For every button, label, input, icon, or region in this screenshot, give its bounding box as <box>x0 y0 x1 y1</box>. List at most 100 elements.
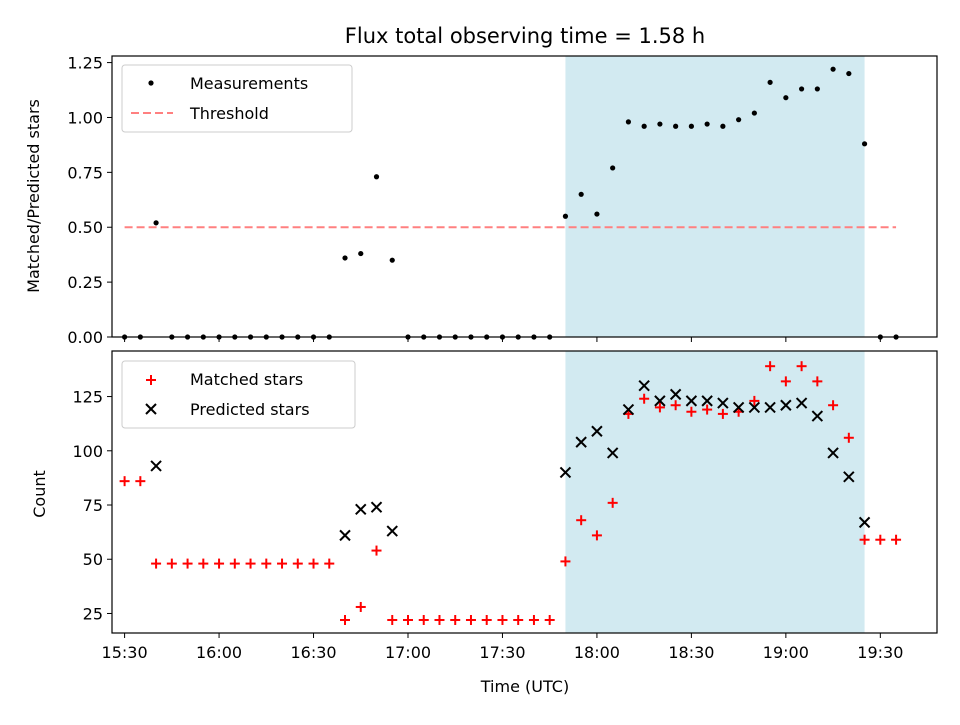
measurement-point <box>688 123 694 129</box>
top-y-axis-label: Matched/Predicted stars <box>24 99 43 293</box>
matched-point <box>544 614 555 625</box>
matched-point <box>450 614 461 625</box>
matched-point <box>355 601 366 612</box>
matched-point <box>765 361 776 372</box>
predicted-point <box>669 388 682 401</box>
matched-point <box>371 545 382 556</box>
matched-point <box>324 558 335 569</box>
matched-point <box>686 406 697 417</box>
top-panel: Flux total observing time = 1.58 h 0.00 0… <box>24 24 938 347</box>
matched-point <box>277 558 288 569</box>
predicted-point <box>764 401 776 414</box>
bottom-y-tick-label: 125 <box>72 388 103 407</box>
matched-point <box>607 497 618 508</box>
matched-point <box>639 393 650 404</box>
measurement-point <box>814 86 820 92</box>
measurement-point <box>767 79 773 85</box>
matched-point <box>796 361 807 372</box>
measurement-point <box>798 86 805 92</box>
measurement-point <box>673 123 679 129</box>
predicted-point <box>654 395 666 407</box>
predicted-point <box>591 425 603 437</box>
predicted-point <box>622 403 635 416</box>
matched-point <box>780 376 791 387</box>
matched-point <box>749 395 760 406</box>
bottom-y-axis-label: Count <box>30 470 49 518</box>
bottom-axes-frame <box>111 350 938 634</box>
x-tick-label: 15:30 <box>102 643 148 662</box>
matched-point <box>308 558 319 569</box>
matched-point <box>702 404 713 415</box>
predicted-point <box>748 401 761 414</box>
matched-point <box>481 614 492 625</box>
measurement-point <box>358 250 364 257</box>
predicted-point <box>732 401 745 414</box>
x-tick-label: 18:00 <box>574 643 620 662</box>
measurement-point <box>389 257 395 263</box>
matched-point <box>891 534 902 545</box>
matched-point <box>434 614 445 625</box>
x-tick-label: 19:30 <box>857 643 903 662</box>
top-axes-frame <box>111 55 938 338</box>
matched-point <box>828 400 839 411</box>
top-y-tick-label: 0.50 <box>67 218 103 237</box>
top-y-tick-label: 0.25 <box>67 273 103 292</box>
legend-measurements-label: Measurements <box>190 74 308 93</box>
predicted-point <box>575 436 587 448</box>
top-y-tick-label: 0.75 <box>67 163 103 182</box>
predicted-point <box>811 410 824 422</box>
bottom-panel: 25 50 75 100 125 15:30 16:00 16:30 17:00 17:30 18… <box>30 350 938 696</box>
matched-point <box>119 476 130 487</box>
legend-measurements-marker <box>148 80 154 86</box>
matched-point <box>166 558 177 569</box>
measurement-point <box>373 174 380 180</box>
top-legend: Measurements Threshold <box>121 64 353 133</box>
matched-point <box>245 558 256 569</box>
bottom-legend-box <box>121 360 356 429</box>
bottom-shaded-span <box>565 351 865 633</box>
matched-point <box>875 534 886 545</box>
x-tick-label: 18:30 <box>668 643 714 662</box>
measurement-point <box>736 117 742 123</box>
matched-point <box>198 558 209 569</box>
matched-point <box>402 614 413 625</box>
x-tick-label: 19:00 <box>763 643 809 662</box>
measurement-point <box>594 211 600 217</box>
matched-point <box>717 408 728 419</box>
predicted-point <box>780 399 792 411</box>
matched-point <box>576 515 587 526</box>
matched-point <box>151 558 162 569</box>
predicted-point <box>355 503 367 516</box>
bottom-y-tick-label: 100 <box>72 442 103 461</box>
measurement-point <box>625 119 632 125</box>
predicted-point <box>717 397 729 409</box>
predicted-point <box>685 395 698 407</box>
measurement-point <box>846 70 852 77</box>
matched-point <box>812 376 823 387</box>
top-shaded-span <box>565 56 865 337</box>
matched-point <box>292 558 303 569</box>
measurement-point <box>783 95 789 101</box>
matched-point <box>418 614 429 625</box>
x-tick-label: 16:00 <box>196 643 242 662</box>
top-y-tick-label: 0.00 <box>67 328 103 347</box>
measurement-point <box>610 165 616 171</box>
predicted-point <box>370 501 383 513</box>
measurement-point <box>751 110 757 116</box>
matched-point <box>654 402 665 413</box>
predicted-point <box>858 516 871 529</box>
top-legend-box <box>121 64 353 133</box>
matched-point <box>387 614 398 625</box>
measurement-point <box>562 213 569 219</box>
matched-point <box>859 534 870 545</box>
matched-point <box>528 614 539 625</box>
predicted-point <box>701 395 713 407</box>
matched-point <box>214 558 225 569</box>
legend-threshold-label: Threshold <box>189 104 269 123</box>
predicted-point <box>795 397 808 409</box>
matched-point <box>135 476 146 487</box>
matched-point <box>340 614 351 625</box>
predicted-point <box>150 460 162 472</box>
predicted-point <box>606 447 619 459</box>
measurement-point <box>578 191 584 197</box>
